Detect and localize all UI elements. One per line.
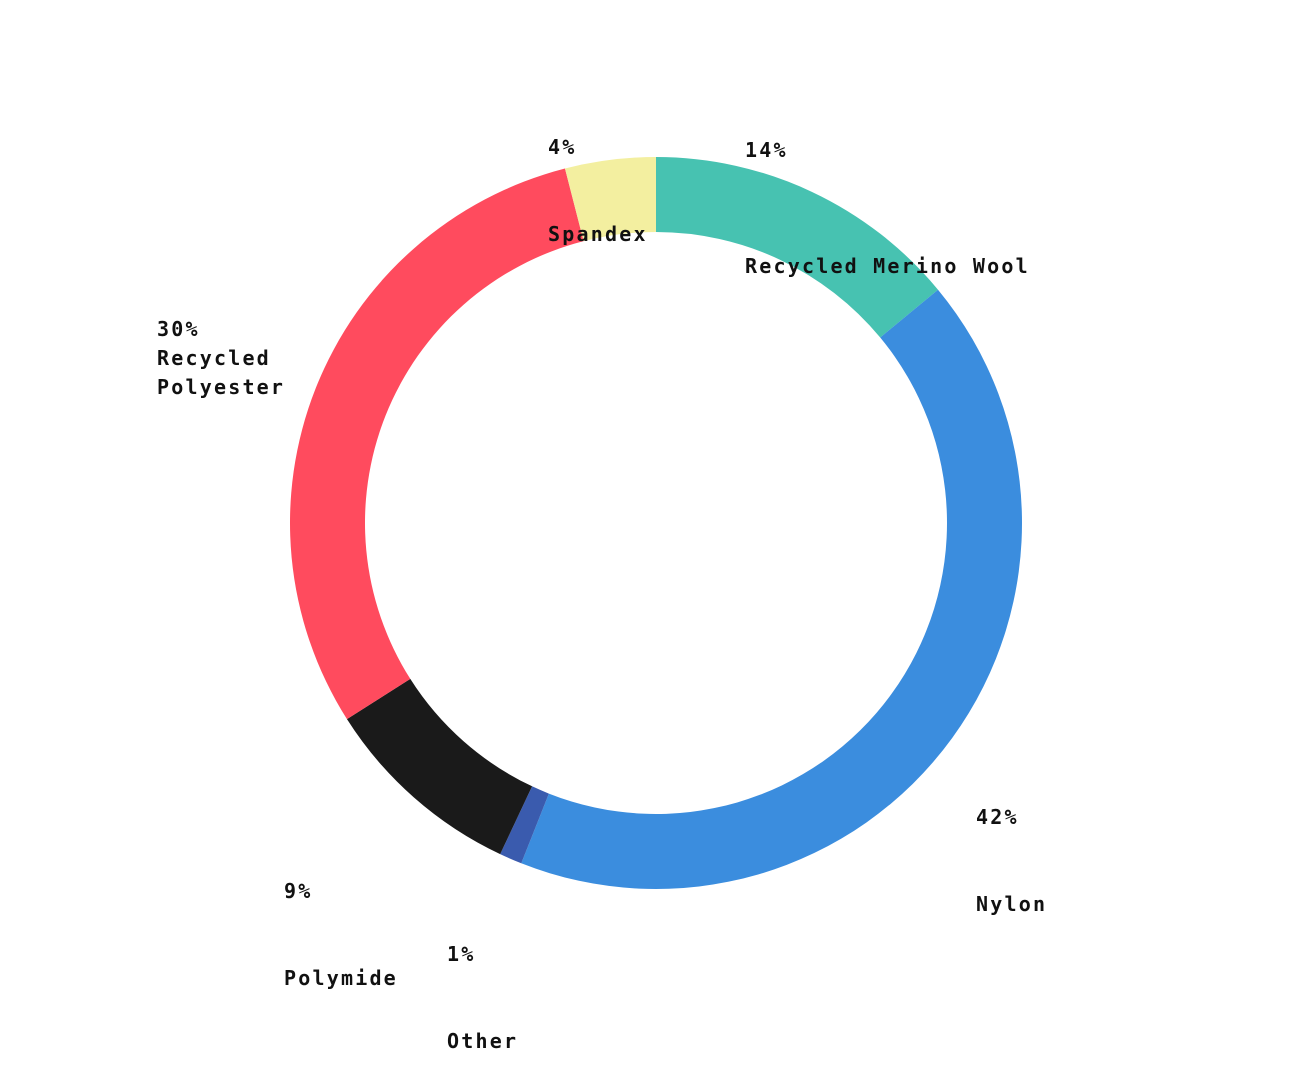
value-label: 1% [447,942,476,966]
slice-recycled-polyester [289,168,584,720]
category-label: Recycled Merino Wool [745,254,1030,278]
label-nylon: 42% Nylon [976,745,1047,948]
label-other: 1% Other [447,882,518,1085]
value-label: 30% [157,317,200,341]
value-label: 4% [548,135,577,159]
value-label: 42% [976,805,1019,829]
category-label: Other [447,1029,519,1053]
donut-chart [289,157,1022,889]
category-label: Spandex [548,222,648,246]
slice-spandex [564,157,656,242]
value-label: 9% [284,879,313,903]
category-label: Recycled Polyester [157,346,286,399]
label-spandex: 4% Spandex [548,75,648,278]
category-label: Polymide [284,966,398,990]
slice-nylon [521,289,1022,889]
slice-polymide [346,678,533,855]
label-polymide: 9% Polymide [284,819,398,1022]
value-label: 14% [745,138,788,162]
category-label: Nylon [976,892,1048,916]
slice-recycled-merino-wool [656,157,939,338]
label-recycled-merino-wool: 14% Recycled Merino Wool [745,78,1030,310]
label-recycled-polyester: 30% Recycled Polyester [157,315,307,402]
slice-other [500,786,549,864]
